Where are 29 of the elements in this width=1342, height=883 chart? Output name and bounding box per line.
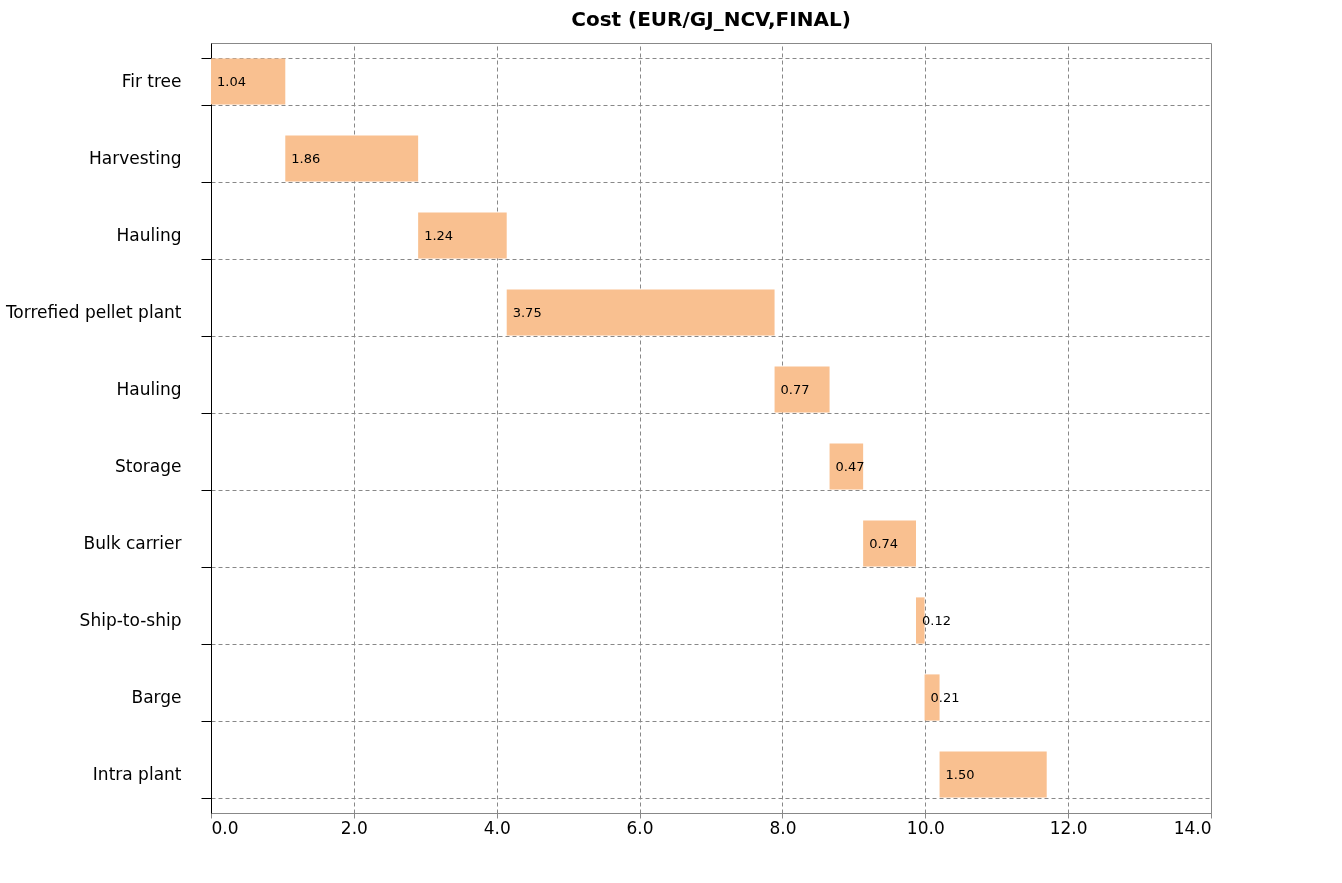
x-tick-label: 2.0 (340, 817, 368, 838)
chart-title: Cost (EUR/GJ_NCV,FINAL) (571, 7, 851, 31)
y-tick-label: Barge (131, 687, 182, 707)
x-tick-label: 12.0 (1049, 817, 1088, 838)
data-label: 0.77 (780, 381, 810, 397)
data-label: 0.74 (869, 535, 899, 551)
y-tick-label: Harvesting (88, 148, 182, 168)
data-label: 0.47 (835, 458, 865, 474)
x-tick-label: 14.0 (1173, 817, 1212, 838)
y-tick-label: Bulk carrier (83, 533, 182, 553)
x-tick-label: 10.0 (906, 817, 945, 838)
data-label: 1.24 (424, 227, 454, 243)
y-tick-label: Intra plant (92, 764, 182, 784)
y-tick-label: Hauling (116, 379, 182, 399)
y-tick-label: Fir tree (121, 71, 182, 91)
y-tick-label: Torrefied pellet plant (4, 302, 182, 322)
x-tick-label: 8.0 (769, 817, 797, 838)
y-tick-label: Storage (114, 456, 182, 476)
x-tick-label: 6.0 (626, 817, 654, 838)
y-tick-label: Ship-to-ship (79, 610, 182, 630)
data-label: 0.12 (922, 612, 951, 628)
x-tick-label: 0.0 (211, 817, 239, 838)
y-tick-label: Hauling (116, 225, 182, 245)
data-label: 0.21 (930, 689, 960, 705)
data-label: 1.50 (945, 766, 975, 782)
data-label: 3.75 (512, 304, 542, 320)
x-tick-label: 4.0 (483, 817, 511, 838)
data-label: 1.04 (217, 73, 246, 89)
data-label: 1.86 (291, 150, 321, 166)
